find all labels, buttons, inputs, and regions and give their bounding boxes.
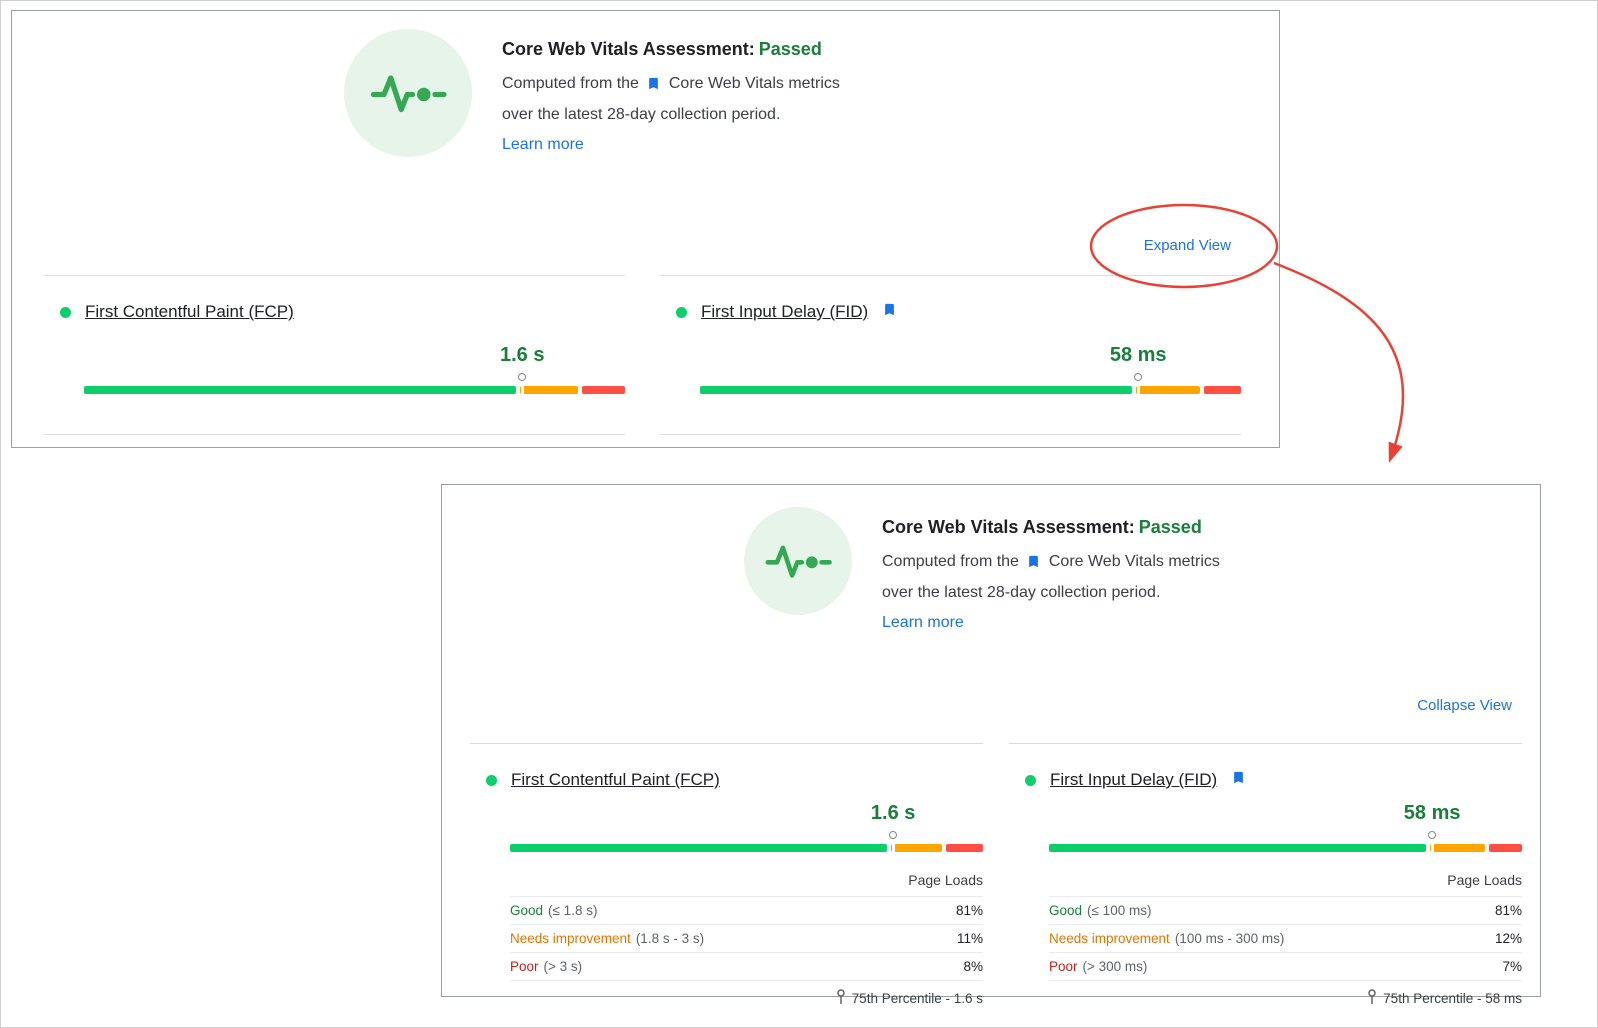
metrics-row: First Contentful Paint (FCP) 1.6 s <box>12 275 1279 435</box>
metric-link-fcp[interactable]: First Contentful Paint (FCP) <box>85 302 294 321</box>
bookmark-icon <box>1026 551 1041 579</box>
fcp-value: 1.6 s <box>870 802 916 824</box>
percentile-marker <box>518 373 527 397</box>
cwv-panel-collapsed: Core Web Vitals Assessment: Passed Comput… <box>11 10 1280 448</box>
page-loads-label: Page Loads <box>908 872 983 888</box>
assessment-header: Core Web Vitals Assessment: Passed Comput… <box>442 485 1540 637</box>
bookmark-icon <box>882 302 897 322</box>
fid-distribution-bar: 58 ms <box>700 344 1241 397</box>
cwv-panel-expanded: Core Web Vitals Assessment: Passed Comput… <box>441 484 1541 1006</box>
fcp-distribution-bar: 1.6 s <box>510 802 984 855</box>
bookmark-icon <box>646 73 661 101</box>
good-status-dot <box>1025 774 1036 786</box>
expand-view-link[interactable]: Expand View <box>1143 237 1231 254</box>
bar-needs-improvement-segment <box>1135 386 1200 394</box>
fcp-distribution-table: Good (≤ 1.8 s) 81% Needs improvement (1.… <box>510 896 983 980</box>
bar-good-segment <box>700 386 1132 394</box>
assessment-title: Core Web Vitals Assessment: Passed <box>502 39 822 59</box>
assessment-status: Passed <box>1138 517 1202 537</box>
core-web-vitals-pulse-icon <box>344 29 472 157</box>
good-status-dot <box>676 306 687 318</box>
table-row-needs-improvement: Needs improvement (1.8 s - 3 s) 11% <box>510 924 983 952</box>
good-status-dot <box>60 306 71 318</box>
metric-link-fid[interactable]: First Input Delay (FID) <box>1050 770 1218 789</box>
assessment-title: Core Web Vitals Assessment: Passed <box>882 517 1202 537</box>
percentile-marker <box>1428 831 1437 855</box>
metric-link-fcp[interactable]: First Contentful Paint (FCP) <box>511 770 720 789</box>
fid-distribution-table: Good (≤ 100 ms) 81% Needs improvement (1… <box>1049 896 1522 980</box>
percentile-pin-icon <box>836 989 846 1008</box>
bar-good-segment <box>1049 844 1426 852</box>
table-row-good: Good (≤ 100 ms) 81% <box>1049 896 1522 924</box>
page-loads-label: Page Loads <box>1447 872 1522 888</box>
fid-value: 58 ms <box>1403 802 1461 824</box>
bar-needs-improvement-segment <box>1429 844 1486 852</box>
learn-more-link[interactable]: Learn more <box>502 136 584 153</box>
table-row-poor: Poor (> 300 ms) 7% <box>1049 952 1522 980</box>
fid-value: 58 ms <box>1109 344 1167 366</box>
bookmark-icon <box>1231 770 1246 790</box>
bar-poor-segment <box>582 386 625 394</box>
bar-poor-segment <box>1489 844 1522 852</box>
fid-distribution-bar: 58 ms <box>1049 802 1522 855</box>
bar-good-segment <box>84 386 516 394</box>
assessment-status: Passed <box>758 39 822 59</box>
bar-needs-improvement-segment <box>890 844 942 852</box>
bar-good-segment <box>510 844 887 852</box>
table-row-needs-improvement: Needs improvement (100 ms - 300 ms) 12% <box>1049 924 1522 952</box>
good-status-dot <box>486 774 497 786</box>
percentile-pin-icon <box>1367 989 1377 1008</box>
assessment-header: Core Web Vitals Assessment: Passed Comput… <box>12 11 1279 159</box>
bar-poor-segment <box>1203 386 1241 394</box>
assessment-description: Computed from the Core Web Vitals metric… <box>882 551 1220 631</box>
fcp-distribution-bar: 1.6 s <box>84 344 625 397</box>
metric-link-fid[interactable]: First Input Delay (FID) <box>701 302 869 321</box>
collapse-view-link[interactable]: Collapse View <box>1417 697 1512 714</box>
bar-poor-segment <box>945 844 984 852</box>
percentile-marker <box>1134 373 1143 397</box>
bar-needs-improvement-segment <box>519 386 579 394</box>
percentile-marker <box>889 831 898 855</box>
table-row-poor: Poor (> 3 s) 8% <box>510 952 983 980</box>
fcp-value: 1.6 s <box>499 344 545 366</box>
assessment-description: Computed from the Core Web Vitals metric… <box>502 73 840 153</box>
annotation-arrow <box>1273 261 1405 463</box>
fcp-percentile-note: 75th Percentile - 1.6 s <box>510 980 983 1016</box>
metric-fcp: First Contentful Paint (FCP) 1.6 s Page … <box>470 743 984 1016</box>
fid-percentile-note: 75th Percentile - 58 ms <box>1049 980 1522 1016</box>
learn-more-link[interactable]: Learn more <box>882 614 964 631</box>
metrics-row: First Contentful Paint (FCP) 1.6 s Page … <box>442 743 1540 1016</box>
table-row-good: Good (≤ 1.8 s) 81% <box>510 896 983 924</box>
metric-fcp: First Contentful Paint (FCP) 1.6 s <box>44 275 625 435</box>
core-web-vitals-pulse-icon <box>744 507 852 615</box>
metric-fid: First Input Delay (FID) 58 ms <box>660 275 1241 435</box>
metric-fid: First Input Delay (FID) 58 ms <box>1009 743 1522 1016</box>
